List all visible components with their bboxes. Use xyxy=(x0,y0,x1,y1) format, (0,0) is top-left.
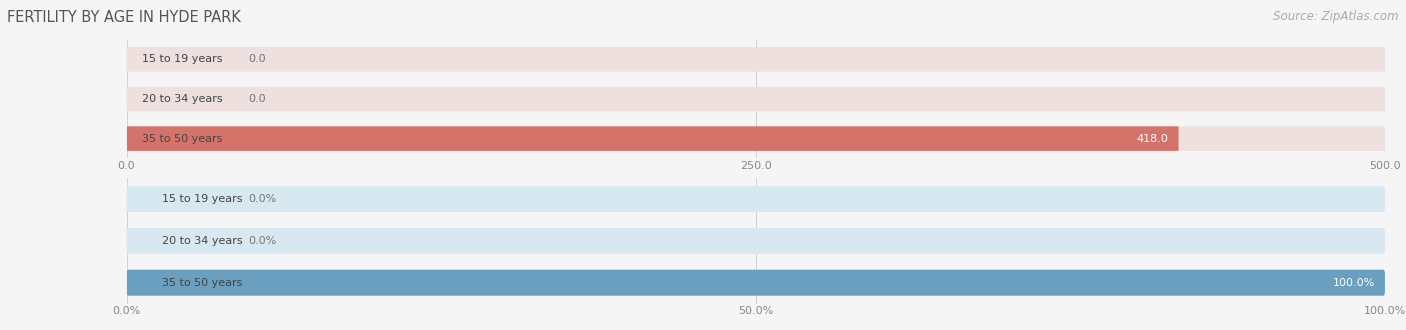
FancyBboxPatch shape xyxy=(127,270,1385,296)
FancyBboxPatch shape xyxy=(127,126,1385,151)
Text: 100.0%: 100.0% xyxy=(1333,278,1375,288)
FancyBboxPatch shape xyxy=(127,270,1385,296)
Text: 0.0: 0.0 xyxy=(249,94,266,104)
Text: Source: ZipAtlas.com: Source: ZipAtlas.com xyxy=(1274,10,1399,23)
Text: 0.0%: 0.0% xyxy=(249,236,277,246)
Text: 0.0%: 0.0% xyxy=(249,194,277,204)
Text: 15 to 19 years: 15 to 19 years xyxy=(162,194,242,204)
Text: 35 to 50 years: 35 to 50 years xyxy=(162,278,242,288)
FancyBboxPatch shape xyxy=(127,186,1385,212)
FancyBboxPatch shape xyxy=(127,87,1385,111)
Text: 35 to 50 years: 35 to 50 years xyxy=(142,134,222,144)
Text: 0.0: 0.0 xyxy=(249,54,266,64)
Text: 20 to 34 years: 20 to 34 years xyxy=(142,94,222,104)
Text: 20 to 34 years: 20 to 34 years xyxy=(162,236,242,246)
Text: 418.0: 418.0 xyxy=(1136,134,1168,144)
Text: 15 to 19 years: 15 to 19 years xyxy=(142,54,222,64)
Text: FERTILITY BY AGE IN HYDE PARK: FERTILITY BY AGE IN HYDE PARK xyxy=(7,10,240,25)
FancyBboxPatch shape xyxy=(127,126,1178,151)
FancyBboxPatch shape xyxy=(127,47,1385,72)
FancyBboxPatch shape xyxy=(127,228,1385,254)
